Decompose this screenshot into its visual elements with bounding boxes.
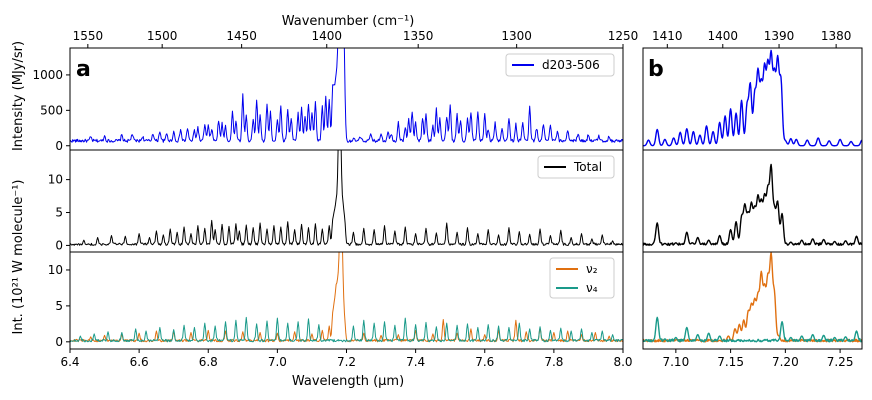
legend-box <box>549 257 615 299</box>
x-tick-label: 7.25 <box>827 355 854 369</box>
axes-frame <box>69 251 624 350</box>
panel-b-row-1: 1410 1400 1390 1380 <box>642 29 863 151</box>
x-tick-label: 7.8 <box>544 355 563 369</box>
top-axis-label: Wavenumber (cm⁻¹) <box>282 14 415 29</box>
legend-label: Total <box>573 160 602 174</box>
top-tick-label: 1300 <box>501 29 532 43</box>
top-tick-label: 1380 <box>821 29 852 43</box>
x-tick-label: 8.0 <box>613 355 632 369</box>
top-tick-label: 1400 <box>311 29 342 43</box>
panel-a-row-3: 0 5 10 6.4 6.6 6.8 7.0 7.2 7.4 7.6 7.8 8.0 ν₂ ν₄ <box>48 251 633 369</box>
y-tick-label: 500 <box>40 103 63 117</box>
series-line-a1-0 <box>70 48 623 143</box>
y-axis-label-intensity: Intensity (MJy/sr) <box>11 41 26 151</box>
series-line-b2-0 <box>643 163 862 247</box>
top-tick-label: 1390 <box>764 29 795 43</box>
series-line-b3-0 <box>643 252 862 343</box>
panel-label-b: b <box>648 57 664 82</box>
x-tick-label: 7.6 <box>475 355 494 369</box>
y-tick-label: 0 <box>55 139 63 153</box>
panel-a-row-1: 0 500 1000 1550 1500 1450 1400 1350 1300 1250 d203… <box>32 29 639 153</box>
series-group <box>70 150 623 246</box>
series-line-b1-0 <box>643 49 862 147</box>
top-tick-label: 1410 <box>652 29 683 43</box>
series-line-a3-1 <box>70 316 623 343</box>
legend-box <box>537 155 615 179</box>
x-tick-label: 7.4 <box>406 355 425 369</box>
x-tick-label: 7.15 <box>717 355 744 369</box>
top-tick-label: 1350 <box>403 29 434 43</box>
axes-frame <box>642 47 863 151</box>
x-tick-label: 6.8 <box>199 355 218 369</box>
y-tick-label: 10 <box>48 173 63 187</box>
x-tick-label: 6.4 <box>60 355 79 369</box>
axes-frame <box>642 251 863 350</box>
top-tick-label: 1400 <box>708 29 739 43</box>
legend-box <box>505 53 615 77</box>
panel-b-row-2 <box>642 149 863 253</box>
top-tick-label: 1500 <box>147 29 178 43</box>
legend-label: ν₂ <box>586 262 598 276</box>
top-tick-label: 1250 <box>608 29 639 43</box>
y-tick-label: 5 <box>55 299 63 313</box>
x-tick-label: 6.6 <box>130 355 149 369</box>
series-line-b3-1 <box>643 316 862 343</box>
y-tick-label: 5 <box>55 206 63 220</box>
x-tick-label: 7.0 <box>268 355 287 369</box>
y-tick-label: 10 <box>48 263 63 277</box>
legend-label: ν₄ <box>586 281 598 295</box>
y-tick-label: 0 <box>55 238 63 252</box>
series-group <box>70 48 623 143</box>
axes-frame <box>642 149 863 253</box>
series-group <box>643 163 862 247</box>
series-group <box>643 252 862 343</box>
top-tick-label: 1550 <box>73 29 104 43</box>
x-tick-label: 7.20 <box>772 355 799 369</box>
y-tick-label: 0 <box>55 335 63 349</box>
y-tick-label: 1000 <box>32 68 63 82</box>
panel-a-row-2: 0 5 10 Total <box>48 149 624 253</box>
bottom-axis-label: Wavelength (μm) <box>292 374 404 389</box>
series-group <box>643 49 862 147</box>
series-group <box>70 252 623 343</box>
legend-label: d203-506 <box>542 58 600 72</box>
x-tick-label: 7.2 <box>337 355 356 369</box>
panel-b-row-3: 7.10 7.15 7.20 7.25 <box>642 251 863 369</box>
top-tick-label: 1450 <box>226 29 257 43</box>
panel-label-a: a <box>76 57 91 82</box>
y-axis-label-integrated: Int. (10²¹ W molecule⁻¹) <box>11 180 26 335</box>
series-line-a2-0 <box>70 150 623 246</box>
x-tick-label: 7.10 <box>662 355 689 369</box>
